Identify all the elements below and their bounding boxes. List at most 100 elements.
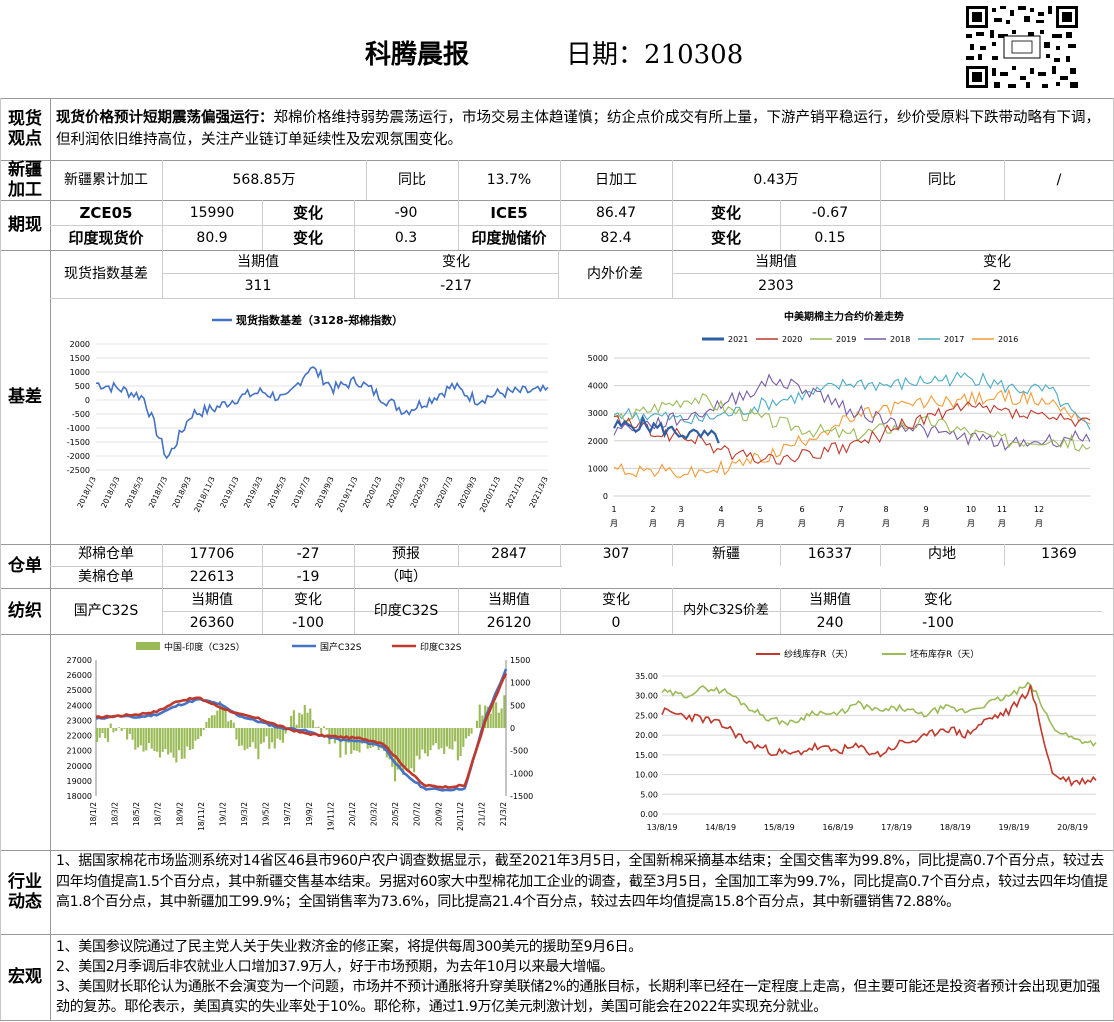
ice5-change: -0.67 — [811, 205, 849, 221]
spread-bar — [292, 710, 295, 728]
india-spot-change: 0.3 — [394, 230, 418, 246]
spread-bar — [432, 728, 435, 746]
spread-bar — [363, 728, 366, 744]
spread-bar — [137, 728, 140, 748]
spread-bar — [246, 728, 249, 749]
wh-zc-value: 17706 — [189, 546, 235, 562]
india-c32s-line — [95, 672, 508, 790]
x-tick-label: 2019/11/3 — [335, 475, 360, 514]
zce05-price: 15990 — [189, 205, 235, 221]
sp-spread-label: 内外C32S价差 — [683, 603, 769, 618]
sp-domestic-label: 国产C32S — [73, 603, 139, 619]
section-warehouse: 仓单 — [8, 556, 42, 576]
y-tick-label: -1500 — [67, 438, 90, 447]
basis-spread-change: 2 — [992, 278, 1002, 294]
spread-bar — [361, 728, 364, 744]
spread-bar — [424, 728, 427, 754]
spread-bar — [281, 728, 284, 743]
y-tick-label: 5000 — [588, 354, 608, 363]
spread-bar — [117, 727, 120, 728]
legend-label: 国产C32S — [320, 641, 362, 653]
y-tick-label: 4000 — [588, 382, 608, 391]
spread-bar — [339, 728, 342, 758]
spread-bar — [503, 695, 506, 728]
x-tick-label: 月 — [998, 519, 1006, 528]
x-tick-num: 10 — [966, 505, 976, 514]
y-tick-label: 2000 — [70, 340, 90, 349]
spread-bar — [434, 728, 438, 744]
wh-xj-label: 新疆 — [712, 546, 740, 562]
x-tick-label: 2018/3/3 — [99, 475, 121, 510]
basis-spread-value: 2303 — [758, 278, 794, 294]
y-right-tick: -500 — [510, 747, 528, 756]
x-tick-num: 8 — [883, 505, 888, 514]
spread-bar — [311, 720, 315, 728]
spread-bar — [257, 728, 260, 760]
cn-us-spread-chart: 中美期棉主力合约价差走势 2021 2020 2019 2018 2017 2016 50… — [588, 310, 1091, 528]
spread-bar — [183, 728, 186, 759]
y-tick-label: -1000 — [67, 424, 90, 433]
x-tick-label: 18/3/2 — [111, 802, 120, 826]
yarn-inventory-line — [661, 684, 1097, 787]
spread-bar — [374, 728, 377, 743]
spread-bar — [410, 728, 413, 769]
wh-fc-change: 307 — [602, 546, 630, 562]
spread-bar — [421, 728, 424, 750]
xj-daily-yoy-value: / — [1056, 172, 1062, 188]
spread-bar — [96, 728, 99, 743]
spread-bar — [459, 728, 462, 757]
x-tick-num: 3 — [678, 505, 683, 514]
y-tick-label: 10.00 — [635, 771, 658, 780]
x-tick-label: 19/5/2 — [262, 802, 271, 826]
x-tick-label: 20/9/2 — [434, 802, 443, 826]
series-line-2021 — [613, 414, 720, 444]
legend-label: 坯布库存R（天） — [910, 648, 979, 660]
spread-bar — [178, 728, 181, 751]
spread-bar — [347, 728, 350, 743]
spread-bar — [448, 728, 451, 749]
india-reserve-change-label: 变化 — [710, 229, 741, 247]
x-tick-label: 2018/11/3 — [192, 475, 217, 514]
spread-bar — [284, 728, 287, 734]
legend-label: 2021 — [728, 335, 748, 344]
y-right-tick: 0 — [510, 724, 515, 733]
spread-bar — [437, 728, 440, 750]
x-tick-num: 4 — [718, 505, 723, 514]
c32s-price-chart: 中国-印度（C32S） 国产C32S 印度C32S 27000 26000 25000 2… — [67, 641, 534, 831]
spread-bar — [325, 728, 328, 730]
spread-bar — [279, 728, 282, 741]
ice5-label: ICE5 — [490, 204, 528, 222]
x-tick-num: 7 — [838, 505, 843, 514]
legend-label: 2016 — [998, 335, 1018, 344]
spread-bar — [385, 728, 388, 758]
spread-bar — [260, 728, 263, 744]
spot-view-body: 郑棉价格维持弱势震荡运行，市场交易主体趋谨慎；纺企点价成交有所上量，下游产销平稳… — [56, 110, 1100, 148]
spread-bar — [331, 728, 334, 737]
spread-bar — [158, 728, 161, 758]
y-tick-label: 15.00 — [635, 751, 658, 760]
spread-bar — [112, 728, 115, 733]
y-tick-label: 1000 — [588, 464, 608, 473]
spread-bar — [377, 728, 380, 751]
spread-bar — [126, 728, 129, 740]
spread-bar — [268, 728, 271, 749]
spread-bar — [265, 728, 268, 737]
spread-bar — [276, 728, 279, 739]
ice5-price: 86.47 — [595, 205, 637, 221]
spread-bar — [208, 717, 211, 728]
sp-spread-value: 240 — [816, 615, 844, 631]
domestic-c32s-line — [95, 668, 508, 792]
section-macro: 宏观 — [8, 967, 42, 987]
spread-bar — [98, 728, 101, 738]
series-line-2019 — [613, 393, 1091, 452]
legend-label: 2020 — [782, 335, 802, 344]
sp-spread-change: -100 — [922, 615, 954, 631]
macro-item-1: 1、美国参议院通过了民主党人关于失业救济金的修正案，将提供每周300美元的援助至… — [56, 939, 642, 955]
spread-bar — [147, 728, 151, 744]
xj-cum-label: 新疆累计加工 — [64, 172, 148, 188]
spread-bar — [224, 708, 227, 728]
spot-view-lead: 现货价格预计短期震荡偏强运行： — [56, 110, 274, 126]
spread-bar — [465, 728, 468, 739]
y-tick-label: 0 — [85, 396, 90, 405]
india-reserve-change: 0.15 — [814, 230, 846, 246]
